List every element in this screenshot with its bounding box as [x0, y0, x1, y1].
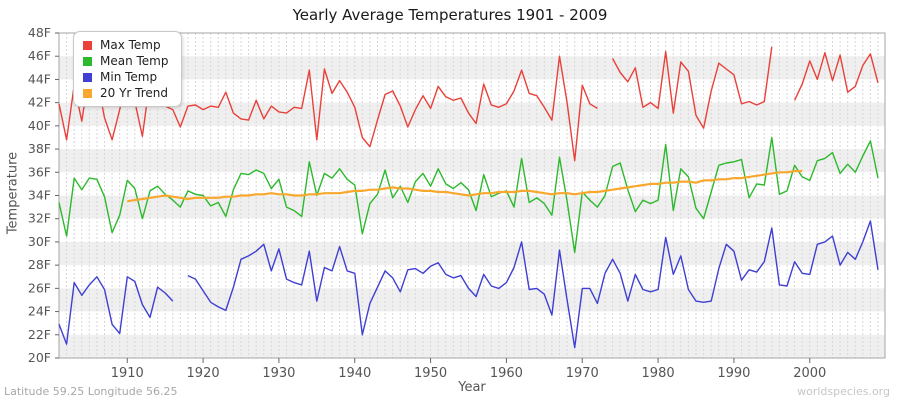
y-tick-label: 28F [28, 257, 51, 272]
grid-band [59, 265, 885, 289]
legend-item-20-yr-trend: 20 Yr Trend [83, 85, 169, 101]
grid-band [59, 125, 885, 150]
grid-band [59, 79, 885, 103]
y-tick-label: 22F [28, 327, 51, 342]
legend-label: Max Temp [100, 38, 161, 52]
x-tick-label: 1930 [262, 366, 295, 381]
legend: Max Temp Mean Temp Min Temp 20 Yr Trend [73, 31, 182, 107]
x-tick-label: 1990 [717, 366, 750, 381]
series-line-20-yr-trend [127, 170, 803, 203]
chart-title: Yearly Average Temperatures 1901 - 2009 [292, 6, 608, 24]
y-tick-label: 44F [28, 71, 51, 86]
grid-band [59, 218, 885, 242]
legend-label: Min Temp [100, 70, 158, 84]
x-tick-label: 2000 [793, 366, 826, 381]
y-tick-label: 46F [28, 48, 51, 63]
grid-band [59, 241, 885, 266]
grid-band [59, 311, 885, 335]
y-tick-label: 40F [28, 118, 51, 133]
x-tick-label: 1960 [490, 366, 523, 381]
x-tick-label: 1970 [566, 366, 599, 381]
series-line-mean-temp [58, 136, 879, 254]
y-tick-label: 38F [28, 141, 51, 156]
y-tick-label: 30F [28, 234, 51, 249]
grid-band [59, 33, 885, 57]
series-line-min-temp [58, 220, 879, 349]
legend-item-max-temp: Max Temp [83, 37, 169, 53]
y-tick-label: 42F [28, 95, 51, 110]
y-tick-label: 48F [28, 25, 51, 40]
grid-band [59, 56, 885, 80]
grid-band [59, 334, 885, 358]
legend-swatch-icon [83, 56, 92, 66]
grid-band [59, 102, 885, 126]
x-tick-label: 1980 [642, 366, 675, 381]
legend-swatch-icon [83, 88, 92, 98]
y-tick-label: 20F [28, 350, 51, 365]
legend-swatch-icon [83, 72, 92, 82]
x-tick-label: 1910 [111, 366, 144, 381]
x-tick-label: 1950 [414, 366, 447, 381]
legend-label: 20 Yr Trend [100, 86, 169, 100]
watermark: worldspecies.org [797, 385, 890, 398]
legend-item-mean-temp: Mean Temp [83, 53, 169, 69]
y-tick-label: 24F [28, 304, 51, 319]
x-tick-label: 1920 [187, 366, 220, 381]
coordinates-label: Latitude 59.25 Longitude 56.25 [4, 385, 178, 398]
x-axis-title: Year [458, 380, 486, 395]
legend-label: Mean Temp [100, 54, 169, 68]
grid-band [59, 195, 885, 219]
grid-band [59, 288, 885, 312]
legend-swatch-icon [83, 40, 92, 50]
y-tick-label: 34F [28, 188, 51, 203]
y-tick-label: 36F [28, 164, 51, 179]
grid-band [59, 149, 885, 173]
legend-item-min-temp: Min Temp [83, 69, 169, 85]
y-tick-label: 32F [28, 211, 51, 226]
x-tick-label: 1940 [338, 366, 371, 381]
y-tick-label: 26F [28, 280, 51, 295]
